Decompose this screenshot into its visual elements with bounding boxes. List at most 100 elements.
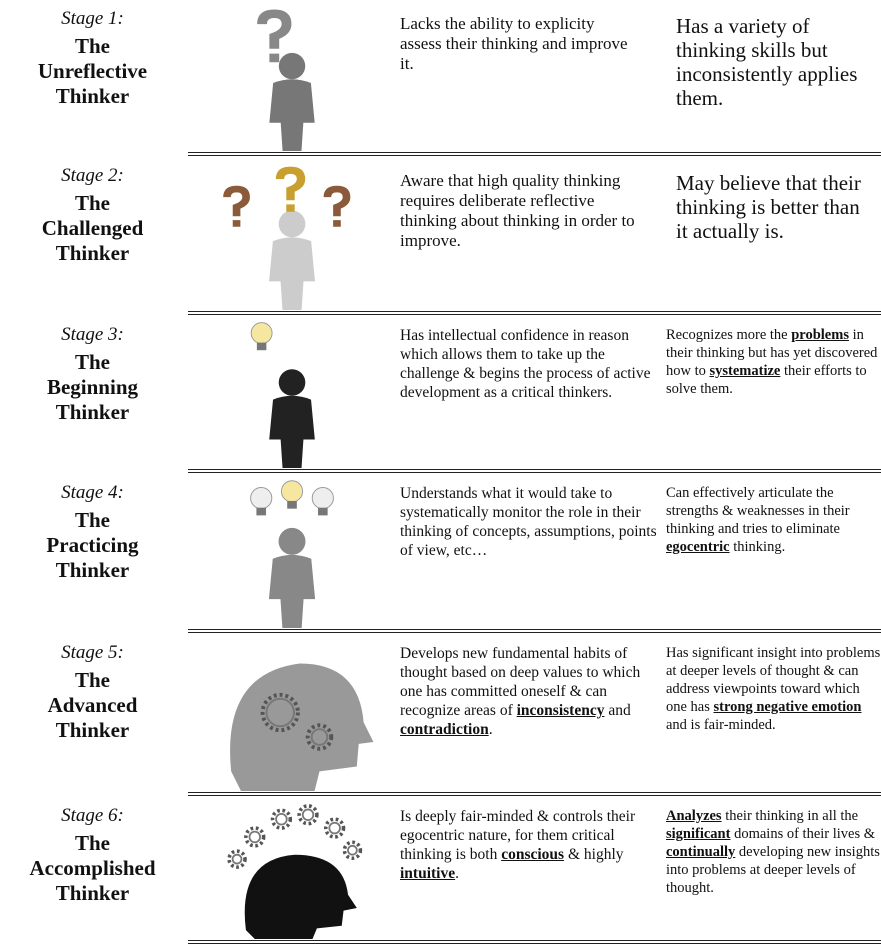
stage-row: Stage 5: The Advanced Thinker Develops new f… bbox=[0, 634, 881, 797]
text-run: and bbox=[604, 702, 631, 719]
emphasized-text: problems bbox=[791, 327, 849, 343]
row-divider bbox=[188, 152, 881, 156]
emphasized-text: intuitive bbox=[400, 865, 456, 882]
stage-row: Stage 3: The Beginning Thinker Has intellect… bbox=[0, 316, 881, 474]
stage-name-line: Thinker bbox=[55, 400, 130, 424]
description: Develops new fundamental habits of thoug… bbox=[400, 644, 662, 739]
stage-name-line: Beginning bbox=[46, 375, 139, 399]
stage-row: Stage 1: The Unreflective Thinker Lacks the … bbox=[0, 0, 881, 157]
text-run: their thinking in all the bbox=[721, 808, 859, 824]
icon-graphic bbox=[257, 9, 315, 151]
text-run: Has significant insight into problems at… bbox=[666, 645, 881, 715]
stage-label: Stage 4: bbox=[61, 482, 124, 503]
description: Understands what it would take to system… bbox=[400, 484, 662, 560]
stage-name-line: Thinker bbox=[55, 881, 130, 905]
text-run: in their thinking but has yet discovered… bbox=[666, 327, 878, 379]
stage-name-line: The bbox=[74, 191, 110, 215]
stage-icon bbox=[200, 634, 385, 796]
text-run: Can effectively articulate the strengths… bbox=[666, 485, 850, 537]
stage-name-line: Thinker bbox=[55, 718, 130, 742]
text-run: Develops new fundamental habits of thoug… bbox=[400, 645, 641, 719]
stage-icon bbox=[200, 797, 385, 944]
stage-name-line: Unreflective bbox=[37, 59, 148, 83]
text-run: May believe that their thinking is bette… bbox=[676, 171, 861, 243]
traits: Has a variety of thinking skills but inc… bbox=[676, 14, 876, 110]
row-divider bbox=[188, 311, 881, 315]
stage-label: Stage 1: bbox=[61, 8, 124, 29]
stage-name-line: Challenged bbox=[41, 216, 144, 240]
stage-name-line: Advanced bbox=[47, 693, 138, 717]
text-run: and is fair-minded. bbox=[666, 717, 776, 733]
stage-label: Stage 2: bbox=[61, 165, 124, 186]
emphasized-text: inconsistency bbox=[516, 702, 605, 719]
text-run: . bbox=[455, 865, 459, 882]
description: Is deeply fair-minded & controls their e… bbox=[400, 807, 662, 883]
stage-icon bbox=[200, 316, 385, 473]
text-run: Lacks the ability to explicity assess th… bbox=[400, 14, 628, 73]
stage-row: Stage 4: The Practicing Thinker Understands … bbox=[0, 474, 881, 634]
stage-name-line: Thinker bbox=[55, 84, 130, 108]
icon-graphic bbox=[250, 322, 315, 468]
emphasized-text: continually bbox=[666, 844, 736, 860]
emphasized-text: systematize bbox=[709, 363, 781, 379]
description: Aware that high quality thinking require… bbox=[400, 171, 640, 251]
stage-row: Stage 2: The Challenged Thinker Aware that h… bbox=[0, 157, 881, 316]
stage-label: Stage 5: bbox=[61, 642, 124, 663]
traits: Has significant insight into problems at… bbox=[666, 644, 881, 734]
text-run: their efforts to solve them. bbox=[666, 363, 867, 397]
icon-graphic bbox=[230, 663, 374, 791]
traits: May believe that their thinking is bette… bbox=[676, 171, 876, 243]
stage-icon bbox=[200, 474, 385, 633]
emphasized-text: Analyzes bbox=[666, 808, 722, 824]
description: Lacks the ability to explicity assess th… bbox=[400, 14, 640, 74]
stage-name: The Beginning Thinker bbox=[0, 350, 185, 425]
stage-name: The Unreflective Thinker bbox=[0, 34, 185, 109]
stage-name: The Accomplished Thinker bbox=[0, 831, 185, 906]
row-divider bbox=[188, 629, 881, 633]
stage-name-line: The bbox=[74, 668, 110, 692]
stage-icon bbox=[200, 157, 385, 315]
traits: Analyzes their thinking in all the signi… bbox=[666, 807, 881, 897]
icon-graphic bbox=[223, 166, 351, 310]
emphasized-text: significant bbox=[666, 826, 731, 842]
stage-label: Stage 3: bbox=[61, 324, 124, 345]
stage-name-line: The bbox=[74, 350, 110, 374]
stage-row: Stage 6: The Accomplished Thinker Is deeply … bbox=[0, 797, 881, 945]
text-run: Has a variety of thinking skills but inc… bbox=[676, 14, 858, 110]
text-run: thinking. bbox=[729, 539, 786, 555]
stage-name-line: The bbox=[74, 831, 110, 855]
text-run: domains of their lives & bbox=[730, 826, 876, 842]
emphasized-text: conscious bbox=[501, 846, 565, 863]
stage-name: The Advanced Thinker bbox=[0, 668, 185, 743]
text-run: Understands what it would take to system… bbox=[400, 485, 657, 559]
emphasized-text: contradiction bbox=[400, 721, 489, 738]
row-divider bbox=[188, 469, 881, 473]
emphasized-text: egocentric bbox=[666, 539, 730, 555]
row-divider bbox=[188, 792, 881, 796]
stage-name-line: The bbox=[74, 508, 110, 532]
text-run: developing new insights into problems at… bbox=[666, 844, 880, 896]
row-divider bbox=[188, 940, 881, 944]
stage-name-line: The bbox=[74, 34, 110, 58]
description: Has intellectual confidence in reason wh… bbox=[400, 326, 662, 402]
stage-icon bbox=[200, 0, 385, 156]
traits: Can effectively articulate the strengths… bbox=[666, 484, 881, 556]
stage-name-line: Accomplished bbox=[29, 856, 156, 880]
icon-graphic bbox=[227, 804, 363, 939]
text-run: Has intellectual confidence in reason wh… bbox=[400, 327, 651, 401]
text-run: Recognizes more the bbox=[666, 327, 792, 343]
stage-name-line: Thinker bbox=[55, 558, 130, 582]
text-run: Aware that high quality thinking require… bbox=[400, 171, 635, 250]
text-run: . bbox=[488, 721, 493, 738]
text-run: Is deeply fair-minded & controls their e… bbox=[400, 808, 636, 863]
traits: Recognizes more the problems in their th… bbox=[666, 326, 881, 398]
text-run: & highly bbox=[564, 846, 624, 863]
emphasized-text: strong negative emotion bbox=[713, 699, 862, 715]
stage-name-line: Practicing bbox=[46, 533, 139, 557]
stage-label: Stage 6: bbox=[61, 805, 124, 826]
stage-name: The Challenged Thinker bbox=[0, 191, 185, 266]
stage-name: The Practicing Thinker bbox=[0, 508, 185, 583]
stage-name-line: Thinker bbox=[55, 241, 130, 265]
icon-graphic bbox=[250, 480, 334, 628]
